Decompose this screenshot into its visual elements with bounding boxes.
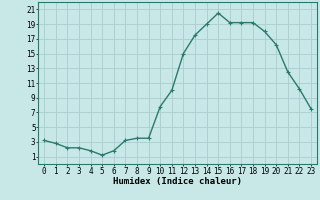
X-axis label: Humidex (Indice chaleur): Humidex (Indice chaleur) — [113, 177, 242, 186]
